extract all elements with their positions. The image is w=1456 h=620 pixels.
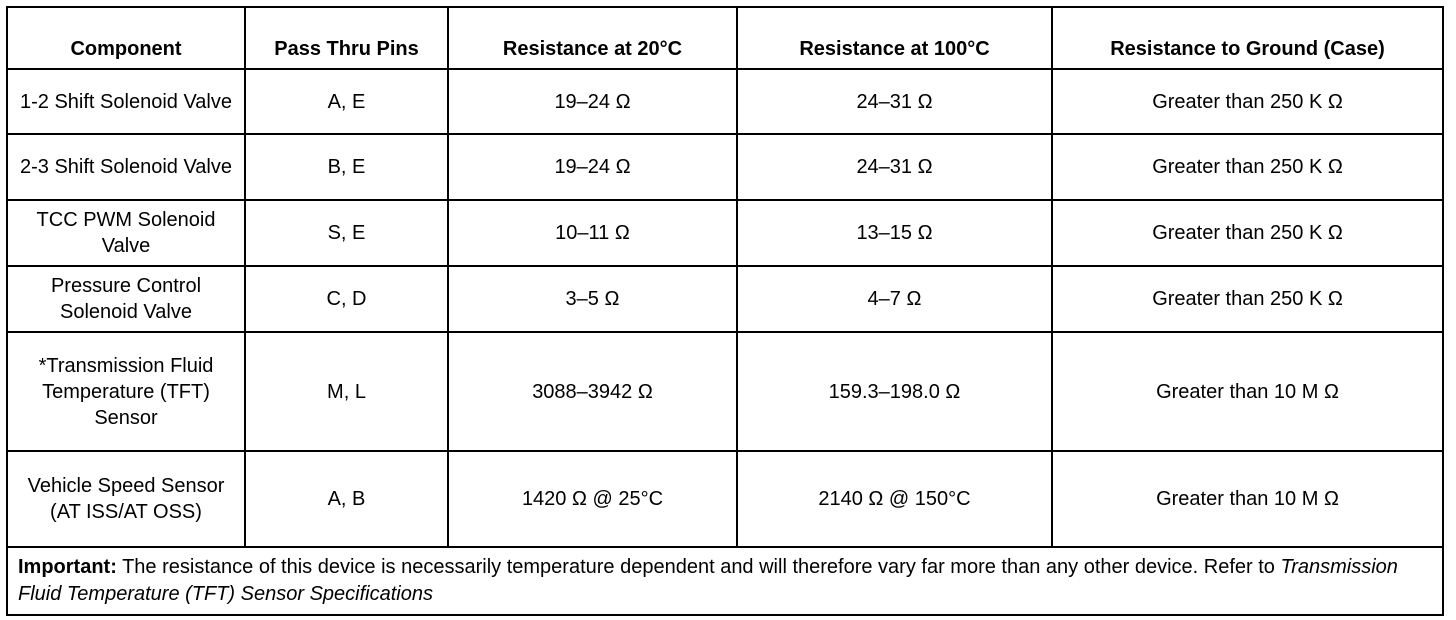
table-row: *Transmission Fluid Temperature (TFT) Se…: [6, 331, 1444, 452]
note-reference: Transmission Fluid Temperature (TFT) Sen…: [18, 556, 1398, 605]
table-row: Pressure Control Solenoid Valve C, D 3–5 Ω…: [6, 265, 1444, 333]
value-cell: 19–24 Ω: [447, 68, 738, 135]
value-cell: 3–5 Ω: [447, 265, 738, 333]
spec-table: Component Pass Thru Pins Resistance at 20°…: [6, 6, 1444, 616]
header-cell: Resistance at 20°C: [447, 6, 738, 70]
page: Component Pass Thru Pins Resistance at 20°…: [6, 6, 1444, 616]
value-cell: M, L: [244, 331, 449, 452]
table-row: 2-3 Shift Solenoid Valve B, E 19–24 Ω 24–31…: [6, 133, 1444, 201]
component-cell: TCC PWM Solenoid Valve: [6, 199, 246, 267]
value-cell: 13–15 Ω: [736, 199, 1053, 267]
value-cell: Greater than 10 M Ω: [1051, 331, 1444, 452]
component-cell: Pressure Control Solenoid Valve: [6, 265, 246, 333]
value-cell: 1420 Ω @ 25°C: [447, 450, 738, 548]
value-cell: C, D: [244, 265, 449, 333]
table-row: 1-2 Shift Solenoid Valve A, E 19–24 Ω 24–31…: [6, 68, 1444, 135]
value-cell: 10–11 Ω: [447, 199, 738, 267]
value-cell: Greater than 250 K Ω: [1051, 199, 1444, 267]
table-row: TCC PWM Solenoid Valve S, E 10–11 Ω 13–15 Ω…: [6, 199, 1444, 267]
header-cell: Component: [6, 6, 246, 70]
value-cell: A, E: [244, 68, 449, 135]
note-text: The resistance of this device is necessa…: [122, 556, 1275, 578]
header-cell: Resistance to Ground (Case): [1051, 6, 1444, 70]
value-cell: S, E: [244, 199, 449, 267]
component-cell: 2-3 Shift Solenoid Valve: [6, 133, 246, 201]
value-cell: Greater than 250 K Ω: [1051, 133, 1444, 201]
value-cell: 3088–3942 Ω: [447, 331, 738, 452]
value-cell: 24–31 Ω: [736, 68, 1053, 135]
note-cell: Important: The resistance of this device…: [6, 546, 1444, 616]
value-cell: 24–31 Ω: [736, 133, 1053, 201]
value-cell: B, E: [244, 133, 449, 201]
header-row: Component Pass Thru Pins Resistance at 20°…: [6, 6, 1444, 70]
component-cell: 1-2 Shift Solenoid Valve: [6, 68, 246, 135]
note-row: Important: The resistance of this device…: [6, 546, 1444, 616]
value-cell: 4–7 Ω: [736, 265, 1053, 333]
note-label: Important:: [18, 556, 117, 578]
value-cell: Greater than 250 K Ω: [1051, 68, 1444, 135]
value-cell: 19–24 Ω: [447, 133, 738, 201]
value-cell: 2140 Ω @ 150°C: [736, 450, 1053, 548]
component-cell: Vehicle Speed Sensor (AT ISS/AT OSS): [6, 450, 246, 548]
value-cell: A, B: [244, 450, 449, 548]
header-cell: Resistance at 100°C: [736, 6, 1053, 70]
value-cell: 159.3–198.0 Ω: [736, 331, 1053, 452]
value-cell: Greater than 250 K Ω: [1051, 265, 1444, 333]
table-row: Vehicle Speed Sensor (AT ISS/AT OSS) A, B…: [6, 450, 1444, 548]
header-cell: Pass Thru Pins: [244, 6, 449, 70]
value-cell: Greater than 10 M Ω: [1051, 450, 1444, 548]
component-cell: *Transmission Fluid Temperature (TFT) Se…: [6, 331, 246, 452]
